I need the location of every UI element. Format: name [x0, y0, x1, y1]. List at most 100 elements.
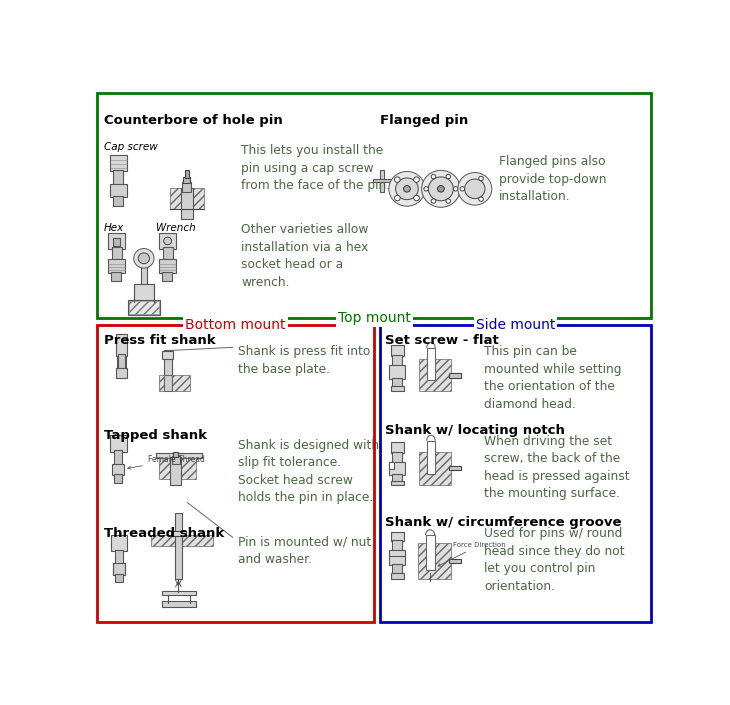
Bar [170, 457, 180, 485]
Bar [420, 452, 450, 485]
Circle shape [394, 177, 400, 183]
Text: Bottom mount: Bottom mount [185, 317, 285, 331]
Bar [172, 456, 180, 463]
Bar [389, 365, 405, 379]
Text: Shank is press fit into
the base plate.: Shank is press fit into the base plate. [238, 345, 371, 376]
Circle shape [431, 199, 436, 203]
Bar [162, 272, 172, 281]
Bar [373, 179, 391, 183]
Circle shape [396, 178, 418, 200]
Circle shape [389, 171, 425, 206]
Circle shape [134, 249, 154, 268]
Circle shape [437, 185, 445, 192]
Text: Shank w/ locating notch: Shank w/ locating notch [385, 424, 565, 437]
Bar [175, 513, 182, 579]
Bar [391, 532, 404, 541]
Bar [392, 355, 402, 367]
Bar [392, 379, 402, 387]
Bar [113, 171, 123, 185]
Text: Pin is mounted w/ nut
and washer.: Pin is mounted w/ nut and washer. [238, 535, 372, 565]
Bar [392, 539, 402, 551]
Bar [380, 324, 651, 622]
Bar [450, 374, 461, 378]
Bar [159, 259, 176, 273]
Circle shape [414, 195, 419, 201]
Bar [159, 458, 196, 479]
Circle shape [479, 176, 483, 180]
Circle shape [138, 253, 150, 264]
Bar [118, 355, 125, 369]
Bar [112, 563, 126, 575]
Bar [141, 258, 147, 286]
Bar [392, 452, 402, 463]
Bar [115, 334, 127, 356]
Bar [427, 441, 435, 474]
Bar [183, 177, 191, 183]
Bar [173, 452, 178, 457]
Bar [185, 171, 188, 178]
Bar [97, 93, 651, 318]
Bar [115, 551, 123, 565]
Text: Other varieties allow
installation via a hex
socket head or a
wrench.: Other varieties allow installation via a… [241, 223, 369, 288]
Circle shape [446, 199, 450, 203]
Text: Set screw - flat: Set screw - flat [385, 334, 499, 348]
Bar [108, 233, 126, 249]
Bar [391, 386, 404, 391]
Bar [418, 544, 451, 579]
Text: Tapped shank: Tapped shank [104, 429, 207, 442]
Circle shape [453, 187, 458, 191]
Bar [128, 300, 160, 315]
Bar [115, 368, 127, 378]
Circle shape [164, 237, 172, 245]
Circle shape [422, 171, 460, 207]
Bar [392, 565, 402, 575]
Bar [110, 435, 127, 452]
Bar [171, 188, 204, 209]
Circle shape [460, 187, 464, 191]
Circle shape [429, 177, 453, 201]
Text: Threaded shank: Threaded shank [104, 527, 224, 540]
Circle shape [394, 195, 400, 201]
Text: Top mount: Top mount [338, 311, 410, 325]
Bar [129, 301, 158, 314]
Circle shape [464, 179, 485, 199]
Bar [150, 535, 213, 546]
Bar [163, 247, 173, 259]
Bar [391, 482, 404, 485]
Text: Cap screw: Cap screw [104, 142, 158, 152]
Bar [180, 188, 193, 219]
Bar [111, 535, 127, 551]
Text: Female Thread: Female Thread [128, 455, 204, 470]
Bar [112, 238, 120, 246]
Bar [114, 474, 123, 482]
Text: Press fit shank: Press fit shank [104, 334, 215, 348]
Bar [162, 591, 196, 595]
Text: Shank w/ circumference groove: Shank w/ circumference groove [385, 516, 622, 529]
Bar [108, 259, 126, 273]
Bar [97, 324, 374, 622]
Text: This lets you install the
pin using a cap screw
from the face of the pin.: This lets you install the pin using a ca… [241, 145, 391, 192]
Bar [159, 233, 176, 249]
Text: Shank is designed with
slip fit tolerance.
Socket head screw
holds the pin in pl: Shank is designed with slip fit toleranc… [238, 439, 380, 504]
Circle shape [424, 187, 429, 191]
Bar [389, 550, 405, 565]
Bar [162, 350, 173, 359]
Circle shape [414, 177, 419, 183]
Bar [389, 462, 394, 469]
Bar [112, 247, 122, 259]
Bar [156, 453, 201, 458]
Bar [114, 450, 123, 465]
Bar [164, 350, 172, 376]
Bar [111, 272, 121, 281]
Bar [420, 359, 450, 391]
Text: Flanged pins also
provide top-down
installation.: Flanged pins also provide top-down insta… [499, 155, 606, 203]
Circle shape [404, 185, 410, 192]
Bar [450, 559, 461, 563]
Text: This pin can be
mounted while setting
the orientation of the
diamond head.: This pin can be mounted while setting th… [485, 345, 622, 411]
Text: Hex: Hex [104, 223, 124, 233]
Bar [110, 184, 128, 197]
Bar [426, 535, 434, 570]
Bar [427, 348, 435, 381]
Text: When driving the set
screw, the back of the
head is pressed against
the mounting: When driving the set screw, the back of … [485, 435, 630, 501]
Bar [389, 462, 405, 475]
